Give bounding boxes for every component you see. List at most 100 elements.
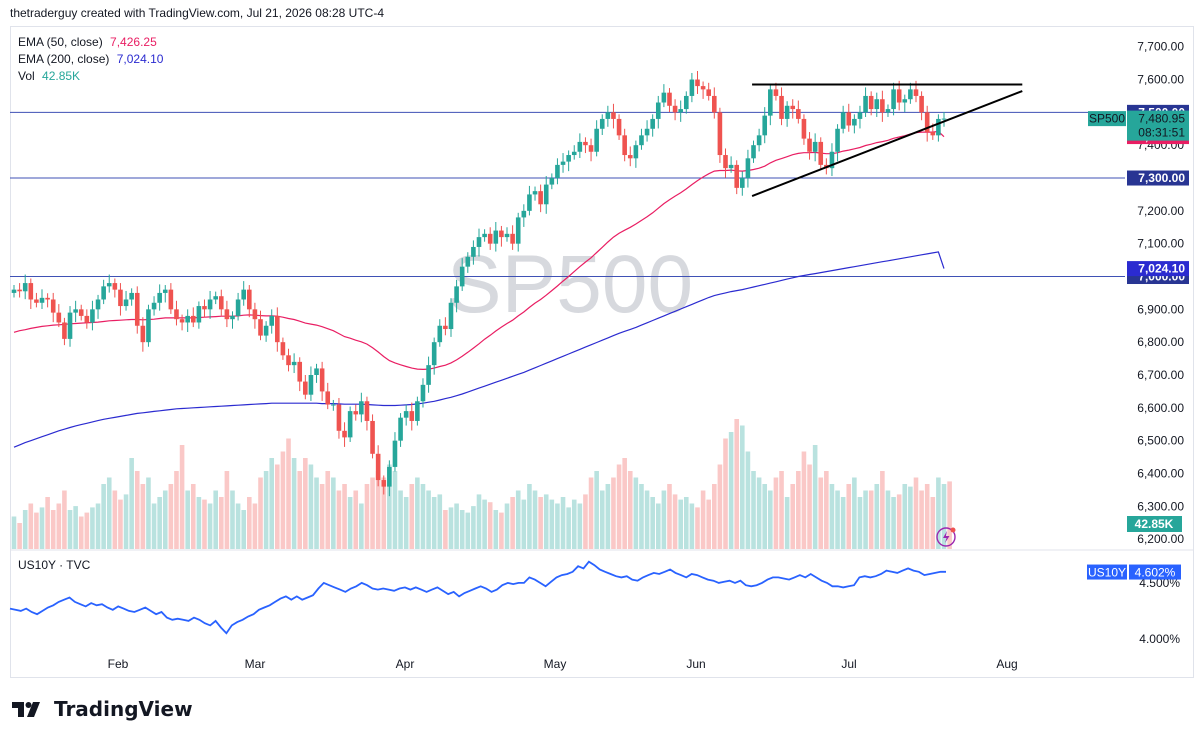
candle[interactable] bbox=[403, 404, 409, 426]
candle[interactable] bbox=[734, 160, 740, 195]
candle[interactable] bbox=[118, 283, 123, 316]
trendline[interactable] bbox=[751, 90, 1023, 198]
candle[interactable] bbox=[538, 184, 543, 213]
candle[interactable] bbox=[34, 292, 39, 308]
candle[interactable] bbox=[151, 296, 157, 316]
candle[interactable] bbox=[454, 279, 459, 313]
candle[interactable] bbox=[924, 105, 930, 142]
candle[interactable] bbox=[801, 114, 807, 145]
candle[interactable] bbox=[95, 294, 101, 319]
candle[interactable] bbox=[207, 290, 213, 319]
candle[interactable] bbox=[829, 143, 835, 177]
candle[interactable] bbox=[168, 283, 174, 314]
candle[interactable] bbox=[852, 114, 857, 134]
candle[interactable] bbox=[588, 138, 594, 162]
legend-ema50[interactable]: EMA (50, close) 7,426.25 bbox=[18, 34, 157, 51]
candle[interactable] bbox=[936, 114, 941, 142]
candle[interactable] bbox=[67, 306, 73, 347]
candle[interactable] bbox=[740, 171, 745, 196]
candle[interactable] bbox=[303, 375, 308, 400]
candle[interactable] bbox=[712, 87, 717, 119]
candle[interactable] bbox=[146, 304, 151, 347]
candle[interactable] bbox=[308, 366, 314, 401]
candle[interactable] bbox=[639, 128, 644, 150]
candle[interactable] bbox=[493, 222, 499, 252]
candle[interactable] bbox=[527, 185, 532, 216]
candle[interactable] bbox=[689, 72, 695, 103]
candle[interactable] bbox=[190, 307, 196, 328]
candle[interactable] bbox=[185, 309, 190, 332]
candle[interactable] bbox=[370, 414, 375, 459]
candle[interactable] bbox=[196, 301, 202, 329]
candle[interactable] bbox=[426, 356, 431, 393]
candle[interactable] bbox=[62, 317, 67, 346]
candle[interactable] bbox=[291, 353, 297, 374]
candle[interactable] bbox=[891, 82, 896, 116]
candle[interactable] bbox=[275, 307, 280, 352]
candle[interactable] bbox=[129, 288, 134, 306]
candle[interactable] bbox=[465, 252, 471, 273]
candle[interactable] bbox=[846, 103, 852, 132]
candle[interactable] bbox=[622, 128, 627, 162]
candle[interactable] bbox=[476, 228, 482, 257]
candle[interactable] bbox=[140, 317, 146, 352]
candle[interactable] bbox=[247, 285, 252, 318]
candle[interactable] bbox=[521, 204, 527, 227]
candle[interactable] bbox=[241, 281, 246, 306]
candle[interactable] bbox=[280, 337, 286, 360]
candle[interactable] bbox=[459, 258, 465, 291]
candle[interactable] bbox=[868, 91, 874, 116]
ema50-path[interactable] bbox=[13, 130, 945, 371]
candle[interactable] bbox=[908, 82, 913, 104]
candle[interactable] bbox=[202, 299, 207, 318]
candle[interactable] bbox=[364, 396, 370, 431]
candle[interactable] bbox=[157, 284, 162, 311]
candle[interactable] bbox=[857, 105, 863, 129]
candle[interactable] bbox=[471, 240, 476, 265]
candle[interactable] bbox=[661, 84, 667, 108]
candle[interactable] bbox=[745, 149, 751, 188]
candle[interactable] bbox=[84, 309, 90, 329]
candle[interactable] bbox=[919, 91, 924, 121]
candle[interactable] bbox=[594, 120, 599, 157]
candle[interactable] bbox=[863, 87, 868, 117]
candle[interactable] bbox=[179, 314, 185, 331]
candle[interactable] bbox=[45, 293, 50, 308]
candle[interactable] bbox=[555, 158, 560, 185]
candle[interactable] bbox=[902, 94, 908, 113]
candle[interactable] bbox=[28, 278, 34, 310]
candle[interactable] bbox=[773, 82, 779, 101]
candle[interactable] bbox=[885, 104, 891, 117]
candle[interactable] bbox=[482, 229, 487, 242]
candle[interactable] bbox=[616, 114, 622, 140]
candle[interactable] bbox=[874, 92, 880, 117]
candle[interactable] bbox=[515, 212, 521, 252]
candle[interactable] bbox=[835, 124, 840, 162]
candle[interactable] bbox=[543, 176, 549, 214]
candle[interactable] bbox=[325, 382, 331, 410]
candle[interactable] bbox=[807, 132, 812, 160]
candle[interactable] bbox=[375, 445, 381, 487]
candle[interactable] bbox=[790, 99, 796, 119]
candle[interactable] bbox=[112, 278, 118, 298]
candle[interactable] bbox=[162, 285, 168, 303]
candle[interactable] bbox=[667, 88, 672, 113]
candle[interactable] bbox=[230, 311, 235, 329]
candle[interactable] bbox=[762, 107, 768, 144]
candle[interactable] bbox=[655, 95, 661, 129]
candle[interactable] bbox=[73, 300, 78, 323]
candle[interactable] bbox=[224, 300, 230, 328]
ema200-path[interactable] bbox=[13, 251, 945, 448]
candle[interactable] bbox=[174, 300, 179, 326]
candle[interactable] bbox=[347, 406, 353, 442]
symbol-badge[interactable]: SP500 bbox=[1089, 112, 1125, 126]
candle[interactable] bbox=[896, 80, 902, 111]
candle[interactable] bbox=[331, 399, 336, 411]
candle[interactable] bbox=[941, 112, 947, 127]
legend-volume[interactable]: Vol 42.85K bbox=[18, 68, 80, 85]
candle[interactable] bbox=[409, 402, 415, 431]
us10y-ticker-badge[interactable]: US10Y bbox=[1088, 566, 1126, 580]
candle[interactable] bbox=[583, 137, 588, 154]
candle[interactable] bbox=[577, 133, 583, 158]
